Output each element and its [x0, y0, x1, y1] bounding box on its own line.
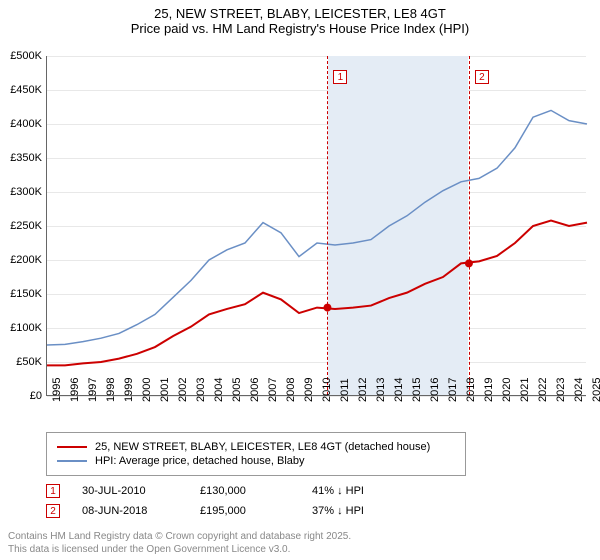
x-axis-label: 2001 — [159, 378, 176, 402]
sale-date: 08-JUN-2018 — [82, 505, 178, 517]
sale-marker-badge: 2 — [475, 70, 489, 84]
footer-line-1: Contains HM Land Registry data © Crown c… — [8, 530, 351, 543]
sale-marker-id: 2 — [46, 504, 60, 518]
y-axis-label: £250K — [0, 220, 42, 232]
x-axis-label: 1997 — [87, 378, 104, 402]
legend-label: HPI: Average price, detached house, Blab… — [95, 455, 305, 467]
y-axis-label: £150K — [0, 288, 42, 300]
sale-record-row: 2 08-JUN-2018 £195,000 37% ↓ HPI — [46, 504, 412, 518]
x-axis-label: 1999 — [123, 378, 140, 402]
x-axis-label: 2023 — [555, 378, 572, 402]
x-axis-label: 2024 — [573, 378, 590, 402]
series-hpi — [47, 110, 587, 345]
y-axis-label: £300K — [0, 186, 42, 198]
y-axis-label: £450K — [0, 84, 42, 96]
x-axis-label: 1995 — [51, 378, 68, 402]
x-axis-label: 2004 — [213, 378, 230, 402]
x-axis-label: 2017 — [447, 378, 464, 402]
x-axis-label: 2008 — [285, 378, 302, 402]
x-axis-label: 2019 — [483, 378, 500, 402]
y-axis-label: £0 — [0, 390, 42, 402]
sale-marker-badge: 1 — [333, 70, 347, 84]
plot-background: 12 1995199619971998199920002001200220032… — [46, 56, 586, 396]
legend-label: 25, NEW STREET, BLABY, LEICESTER, LE8 4G… — [95, 441, 430, 453]
chart-lines — [47, 56, 586, 395]
x-axis-label: 2025 — [591, 378, 600, 402]
x-axis-label: 2000 — [141, 378, 158, 402]
x-axis-label: 2009 — [303, 378, 320, 402]
x-axis-label: 2013 — [375, 378, 392, 402]
y-axis-label: £350K — [0, 152, 42, 164]
x-axis-label: 2021 — [519, 378, 536, 402]
footer-line-2: This data is licensed under the Open Gov… — [8, 543, 351, 556]
legend-row: HPI: Average price, detached house, Blab… — [57, 455, 455, 467]
x-axis-label: 2010 — [321, 378, 338, 402]
chart-title-address: 25, NEW STREET, BLABY, LEICESTER, LE8 4G… — [0, 6, 600, 21]
legend-swatch — [57, 460, 87, 462]
chart-title-sub: Price paid vs. HM Land Registry's House … — [0, 21, 600, 36]
sale-marker-line — [327, 56, 328, 395]
x-axis-label: 2002 — [177, 378, 194, 402]
x-axis-label: 2012 — [357, 378, 374, 402]
footer-attribution: Contains HM Land Registry data © Crown c… — [8, 530, 351, 556]
x-axis-label: 2018 — [465, 378, 482, 402]
sale-price: £130,000 — [200, 485, 290, 497]
legend-box: 25, NEW STREET, BLABY, LEICESTER, LE8 4G… — [46, 432, 466, 476]
x-axis-label: 2016 — [429, 378, 446, 402]
sale-record-row: 1 30-JUL-2010 £130,000 41% ↓ HPI — [46, 484, 412, 498]
x-axis-label: 2022 — [537, 378, 554, 402]
y-axis-label: £200K — [0, 254, 42, 266]
sales-table: 1 30-JUL-2010 £130,000 41% ↓ HPI 2 08-JUN-201… — [46, 484, 412, 524]
x-axis-label: 1998 — [105, 378, 122, 402]
sale-marker-id: 1 — [46, 484, 60, 498]
legend-row: 25, NEW STREET, BLABY, LEICESTER, LE8 4G… — [57, 441, 455, 453]
x-axis-label: 2006 — [249, 378, 266, 402]
x-axis-label: 2020 — [501, 378, 518, 402]
sale-date: 30-JUL-2010 — [82, 485, 178, 497]
x-axis-label: 1996 — [69, 378, 86, 402]
sale-hpi-delta: 41% ↓ HPI — [312, 485, 412, 497]
y-axis-label: £500K — [0, 50, 42, 62]
sale-price: £195,000 — [200, 505, 290, 517]
y-axis-label: £400K — [0, 118, 42, 130]
x-axis-label: 2005 — [231, 378, 248, 402]
chart-area: 12 1995199619971998199920002001200220032… — [46, 56, 586, 396]
y-axis-label: £100K — [0, 322, 42, 334]
sale-hpi-delta: 37% ↓ HPI — [312, 505, 412, 517]
x-axis-label: 2014 — [393, 378, 410, 402]
x-axis-label: 2011 — [339, 378, 356, 402]
x-axis-label: 2003 — [195, 378, 212, 402]
y-axis-label: £50K — [0, 356, 42, 368]
legend-swatch — [57, 446, 87, 448]
sale-marker-line — [469, 56, 470, 395]
x-axis-label: 2015 — [411, 378, 428, 402]
x-axis-label: 2007 — [267, 378, 284, 402]
